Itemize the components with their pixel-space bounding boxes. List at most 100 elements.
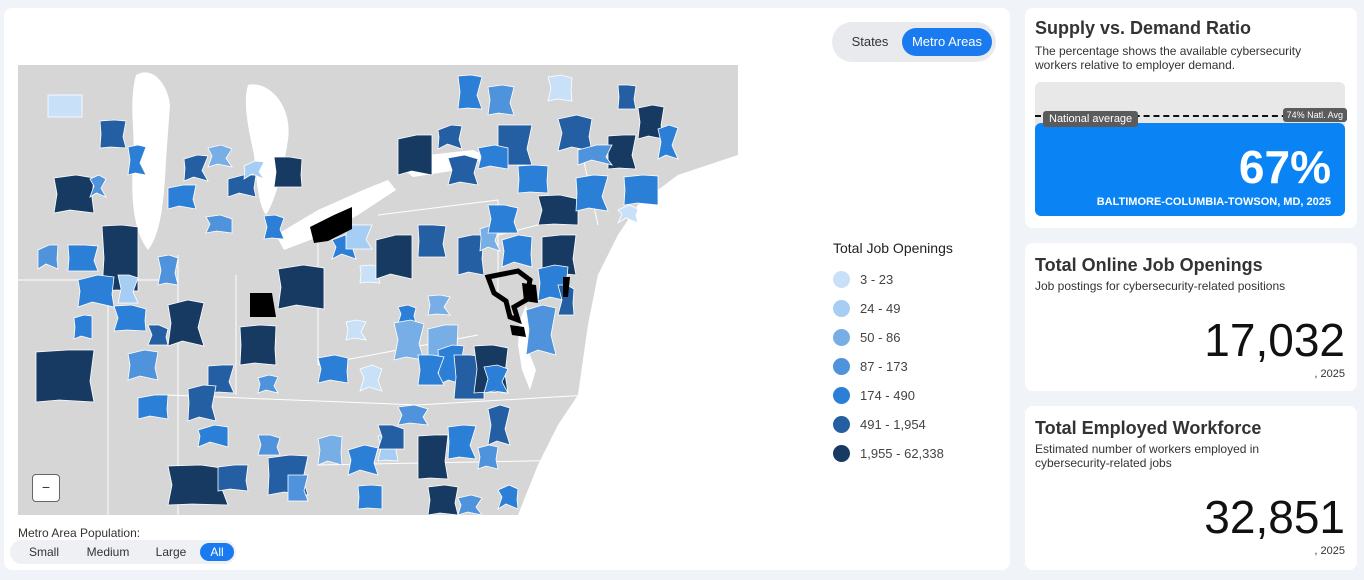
metro-region[interactable] [317,354,349,384]
metro-region[interactable] [217,464,249,492]
metro-region[interactable] [317,434,343,466]
metro-region[interactable] [393,319,425,361]
population-small-button[interactable]: Small [28,545,59,559]
metro-region[interactable] [257,374,279,394]
job-openings-year: , 2025 [1314,368,1345,380]
workforce-title: Total Employed Workforce [1035,418,1262,438]
metro-region[interactable] [67,244,99,272]
metro-region[interactable] [375,234,413,280]
metro-region[interactable] [657,124,679,160]
metro-region[interactable] [557,114,593,152]
metro-region[interactable] [477,444,499,470]
selected-metro-outline [484,268,533,325]
metro-region[interactable] [447,424,477,460]
metro-region[interactable] [117,274,139,304]
legend-label: 1,955 - 62,338 [860,446,944,461]
metro-region[interactable] [347,444,379,476]
metro-region[interactable] [457,74,483,110]
metro-region[interactable] [127,349,159,381]
metro-region[interactable] [345,224,373,250]
metro-region[interactable] [187,384,217,422]
population-filter: Small Medium Large All [10,540,236,564]
metro-region[interactable] [477,144,509,170]
metro-region[interactable] [147,324,169,346]
states-toggle-button[interactable]: States [851,34,889,49]
metro-region[interactable] [537,194,579,226]
metro-region[interactable] [167,299,205,347]
metro-region[interactable] [77,274,115,308]
metro-region[interactable] [207,144,233,168]
metro-region[interactable] [167,184,197,210]
metro-region[interactable] [501,234,533,268]
metro-region[interactable] [483,364,509,394]
metro-region[interactable] [427,294,451,316]
metro-region[interactable] [437,124,463,150]
metro-region[interactable] [547,74,573,102]
metro-region[interactable] [239,324,277,366]
metro-region[interactable] [417,224,447,258]
metro-region[interactable] [89,174,107,198]
population-large-button[interactable]: Large [155,545,187,559]
metro-region[interactable] [497,484,519,510]
metro-region[interactable] [243,160,266,180]
population-all-button[interactable]: All [200,543,234,561]
legend-items: 3 - 23 24 - 49 50 - 86 87 - 173 174 - 490 491… [833,265,953,468]
legend-item: 174 - 490 [833,381,953,410]
metro-region[interactable] [525,304,557,356]
metro-region[interactable] [47,94,83,118]
choropleth-map[interactable] [18,65,738,515]
metro-region[interactable] [157,254,179,286]
population-medium-button[interactable]: Medium [86,545,130,559]
legend-label: 50 - 86 [860,330,901,345]
metro-region[interactable] [417,434,449,480]
workforce-card: Total Employed Workforce Estimated numbe… [1025,406,1357,570]
metro-region[interactable] [617,204,639,225]
metro-region[interactable] [73,314,93,340]
metro-region[interactable] [227,174,257,198]
metro-region[interactable] [53,174,95,214]
metro-areas-toggle-button[interactable]: Metro Areas [902,28,992,56]
supply-demand-card: Supply vs. Demand Ratio The percentage s… [1025,8,1357,228]
metro-region[interactable] [167,464,229,506]
metro-region[interactable] [457,234,485,276]
metro-region[interactable] [263,214,285,240]
metro-region[interactable] [517,164,549,194]
metro-region[interactable] [377,424,405,450]
metro-region[interactable] [457,494,483,515]
metro-region[interactable] [287,474,309,502]
metro-region[interactable] [577,144,613,166]
metro-region[interactable] [35,349,95,403]
metro-region[interactable] [427,484,459,515]
metro-region[interactable] [487,404,511,446]
map-svg[interactable] [18,65,738,515]
metro-region[interactable] [277,264,325,310]
metro-region[interactable] [617,84,637,110]
metro-region[interactable] [273,156,303,188]
metro-region[interactable] [205,214,233,234]
metro-region[interactable] [359,264,381,284]
metro-region[interactable] [197,424,229,448]
metro-region[interactable] [183,154,209,182]
zoom-out-button[interactable]: − [32,474,60,502]
metro-region[interactable] [417,354,445,386]
metro-region[interactable] [99,119,127,149]
metro-region[interactable] [397,134,433,176]
metro-region[interactable] [357,484,383,510]
metro-region[interactable] [37,244,59,270]
metro-region[interactable] [607,134,637,170]
metro-region[interactable] [557,284,575,316]
metro-region[interactable] [541,234,577,276]
metro-region[interactable] [101,224,139,292]
metro-region[interactable] [397,404,429,426]
metro-region[interactable] [623,174,659,206]
metro-region[interactable] [575,174,609,212]
metro-region[interactable] [137,394,169,420]
metro-region[interactable] [359,364,383,392]
metro-region[interactable] [113,304,147,332]
metro-region[interactable] [447,154,479,186]
metro-region[interactable] [127,144,147,176]
metro-region[interactable] [487,204,519,234]
metro-region[interactable] [257,434,281,456]
metro-region[interactable] [487,84,515,116]
metro-region[interactable] [345,319,367,341]
